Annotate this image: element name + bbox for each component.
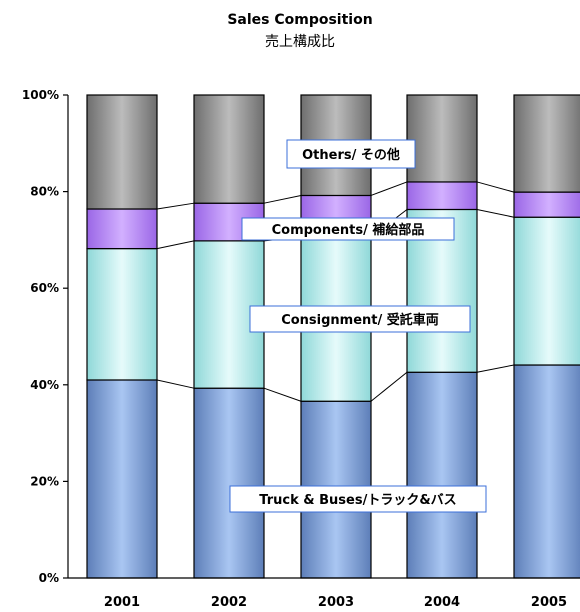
x-tick-label: 2004 — [424, 595, 460, 610]
bar-segment-2005-s3 — [514, 95, 580, 192]
connector-line — [477, 365, 514, 372]
chart-subtitle: 売上構成比 — [265, 34, 335, 50]
connector-line — [157, 241, 194, 249]
y-tick-label: 40% — [30, 378, 59, 392]
bar-segment-2001-s2 — [87, 209, 157, 249]
series-label-0: Truck & Buses/トラック&バス — [230, 486, 486, 512]
bar-segment-2002-s3 — [194, 95, 264, 203]
bar-segment-2005-s1 — [514, 217, 580, 365]
connector-line — [371, 182, 407, 196]
bar-segment-2004-s0 — [407, 372, 477, 578]
series-label-text: Consignment/ 受託車両 — [281, 312, 439, 328]
connector-line — [157, 203, 194, 209]
connector-line — [477, 182, 514, 192]
bar-segment-2005-s2 — [514, 192, 580, 217]
x-tick-label: 2002 — [211, 595, 247, 610]
series-label-text: Others/ その他 — [302, 147, 400, 163]
bar-segment-2001-s1 — [87, 249, 157, 380]
x-tick-label: 2005 — [531, 595, 567, 610]
chart-title: Sales Composition — [227, 12, 372, 28]
bar-segment-2001-s0 — [87, 380, 157, 578]
bar-segment-2004-s2 — [407, 182, 477, 210]
y-tick-label: 100% — [22, 88, 59, 102]
y-tick-label: 20% — [30, 474, 59, 488]
y-tick-label: 60% — [30, 281, 59, 295]
bar-segment-2005-s0 — [514, 365, 580, 578]
series-label-2: Components/ 補給部品 — [242, 218, 454, 240]
x-tick-label: 2003 — [318, 595, 354, 610]
connector-line — [157, 380, 194, 388]
series-label-1: Consignment/ 受託車両 — [250, 306, 470, 332]
series-label-text: Components/ 補給部品 — [272, 222, 425, 238]
connector-line — [264, 388, 301, 401]
x-tick-label: 2001 — [104, 595, 140, 610]
connector-line — [371, 372, 407, 401]
y-tick-label: 0% — [39, 571, 59, 585]
bar-segment-2004-s3 — [407, 95, 477, 182]
y-tick-label: 80% — [30, 185, 59, 199]
series-label-text: Truck & Buses/トラック&バス — [259, 493, 456, 508]
bar-segment-2001-s3 — [87, 95, 157, 209]
connector-line — [477, 209, 514, 217]
connector-line — [264, 195, 301, 203]
series-label-3: Others/ その他 — [287, 140, 415, 168]
bar-segment-2002-s0 — [194, 388, 264, 578]
